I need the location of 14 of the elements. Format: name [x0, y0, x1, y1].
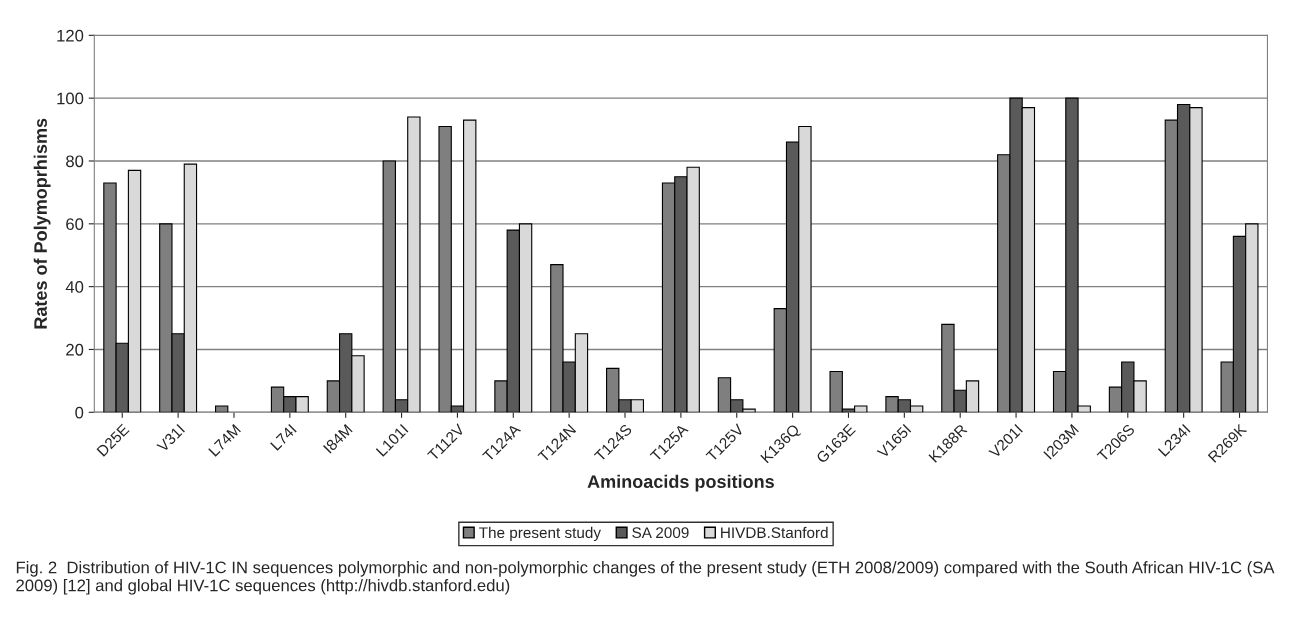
y-tick-label: 0	[75, 406, 84, 419]
y-tick-label: 60	[66, 218, 84, 231]
y-tick-label: 40	[65, 281, 84, 293]
y-tick-label: 80	[66, 155, 84, 168]
y-tick-label: 120	[57, 29, 84, 42]
legend-label: The present study	[479, 526, 601, 542]
legend-label: SA 2009	[632, 527, 689, 539]
y-tick-label: 20	[66, 343, 84, 356]
x-axis-title: Aminoacids positions	[587, 474, 774, 492]
legend-label: HIVDB.Stanford	[721, 526, 828, 539]
y-tick-label: 100	[57, 92, 84, 105]
caption: Fig. 2 Distribution of HIV-1C IN sequences polymorphic and non-polymorphic changes of the present study (ETH 2008/2009) compared with the South African HIV-1C (SA 2009) [12] and global HIV-1C sequences (http://hivdb.stanford.edu)	[16, 561, 1275, 595]
y-axis-title: Rates of Polymoprhisms	[33, 118, 51, 329]
bar	[214, 405, 229, 413]
